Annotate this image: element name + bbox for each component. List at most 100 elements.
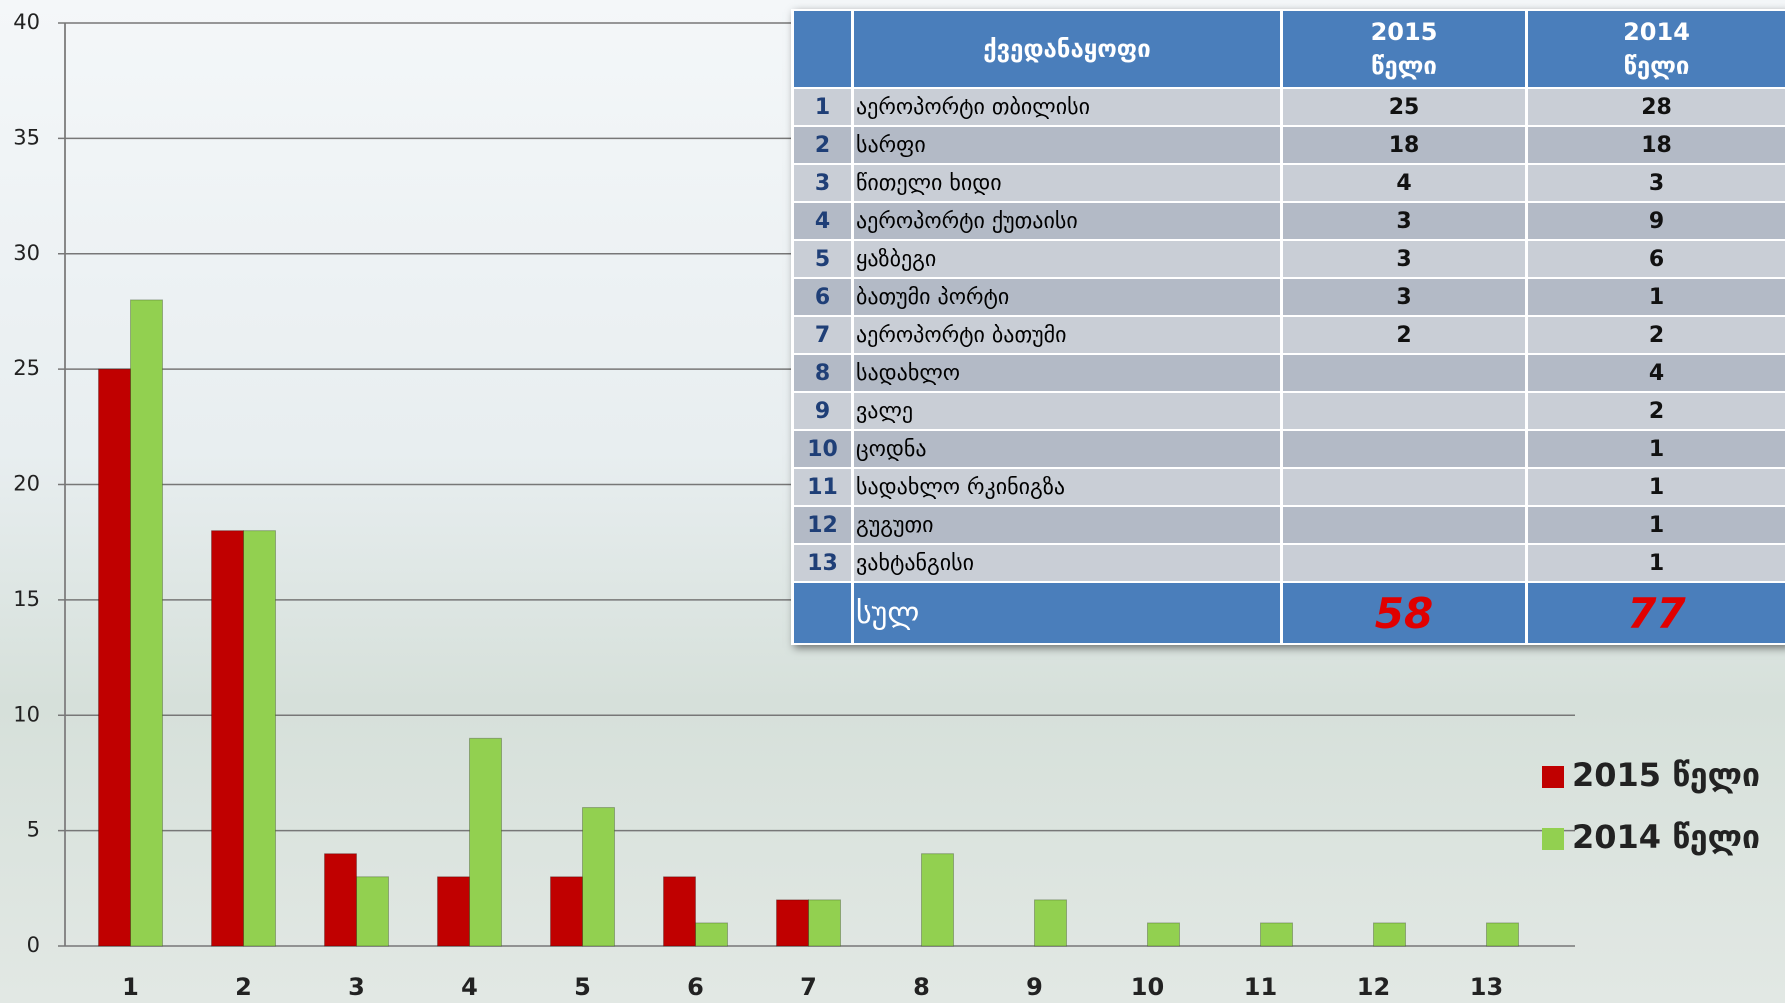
table-cell: 2 xyxy=(1527,316,1785,354)
bar xyxy=(696,923,728,946)
bar xyxy=(551,877,583,946)
table-cell: აეროპორტი თბილისი xyxy=(853,88,1282,126)
table-cell: 1 xyxy=(793,88,853,126)
table-cell: 4 xyxy=(1282,164,1527,202)
x-tick-label: 13 xyxy=(1470,973,1503,1001)
table-cell: ცოდნა xyxy=(853,430,1282,468)
bar xyxy=(664,877,696,946)
table-cell: ყაზბეგი xyxy=(853,240,1282,278)
x-tick-label: 3 xyxy=(348,973,365,1001)
table-cell: 1 xyxy=(1527,506,1785,544)
x-tick-label: 5 xyxy=(574,973,591,1001)
table-cell: 3 xyxy=(1527,164,1785,202)
table-cell: 1 xyxy=(1527,468,1785,506)
table-cell: 3 xyxy=(1282,278,1527,316)
table-cell: 28 xyxy=(1527,88,1785,126)
x-tick-label: 7 xyxy=(800,973,817,1001)
x-tick-label: 6 xyxy=(687,973,704,1001)
header-cell: 2015 წელი xyxy=(1282,10,1527,88)
y-tick-label: 40 xyxy=(13,10,40,34)
table-cell: სარფი xyxy=(853,126,1282,164)
header-row: ქვედანაყოფი 2015 წელი 2014 წელი xyxy=(793,10,1785,88)
table-cell: სადახლო რკინიგზა xyxy=(853,468,1282,506)
bar xyxy=(212,531,244,946)
table-cell: 9 xyxy=(1527,202,1785,240)
table-cell: 18 xyxy=(1527,126,1785,164)
table-cell: ბათუმი პორტი xyxy=(853,278,1282,316)
x-tick-label: 1 xyxy=(122,973,139,1001)
table-cell: 3 xyxy=(1282,240,1527,278)
table-cell: 10 xyxy=(793,430,853,468)
table-cell: 2 xyxy=(1527,392,1785,430)
bar xyxy=(583,808,615,946)
table-cell: 25 xyxy=(1282,88,1527,126)
table-cell: 1 xyxy=(1527,544,1785,582)
bar xyxy=(131,300,163,946)
header-cell: 2014 წელი xyxy=(1527,10,1785,88)
x-tick-label: 12 xyxy=(1357,973,1390,1001)
table-cell: აეროპორტი ქუთაისი xyxy=(853,202,1282,240)
legend-swatch xyxy=(1542,766,1564,788)
table-cell xyxy=(1282,506,1527,544)
bar xyxy=(357,877,389,946)
legend-label: 2015 წელი xyxy=(1572,756,1760,794)
table-cell xyxy=(793,582,853,644)
y-tick-label: 25 xyxy=(13,356,40,380)
table-cell: 7 xyxy=(793,316,853,354)
slide: 0510152025303540123456789101112132015 წე… xyxy=(0,0,1785,1003)
bar xyxy=(325,854,357,946)
table-cell: 9 xyxy=(793,392,853,430)
x-tick-label: 9 xyxy=(1026,973,1043,1001)
bar xyxy=(1148,923,1180,946)
table-cell: 3 xyxy=(1282,202,1527,240)
y-tick-label: 5 xyxy=(27,818,40,842)
bar xyxy=(1035,900,1067,946)
table-cell: 5 xyxy=(793,240,853,278)
table-cell xyxy=(1282,392,1527,430)
legend-label: 2014 წელი xyxy=(1572,818,1760,856)
bar xyxy=(1487,923,1519,946)
bar xyxy=(809,900,841,946)
y-tick-label: 10 xyxy=(13,702,40,726)
table-cell xyxy=(1282,468,1527,506)
table-cell: 3 xyxy=(793,164,853,202)
y-tick-label: 20 xyxy=(13,472,40,496)
table-cell: 11 xyxy=(793,468,853,506)
header-cell: ქვედანაყოფი xyxy=(853,10,1282,88)
bar xyxy=(244,531,276,946)
total-cell: სულ xyxy=(853,582,1282,644)
x-tick-label: 4 xyxy=(461,973,478,1001)
table-cell: წითელი ხიდი xyxy=(853,164,1282,202)
table-cell xyxy=(1282,354,1527,392)
table-cell xyxy=(1282,544,1527,582)
y-tick-label: 15 xyxy=(13,587,40,611)
table-cell: 6 xyxy=(793,278,853,316)
bar xyxy=(777,900,809,946)
table-cell: 13 xyxy=(793,544,853,582)
total-cell: 58 xyxy=(1282,582,1527,644)
table-cell: 2 xyxy=(1282,316,1527,354)
table-cell: ვახტანგისი xyxy=(853,544,1282,582)
x-tick-label: 2 xyxy=(235,973,252,1001)
legend-swatch xyxy=(1542,828,1564,850)
y-tick-label: 30 xyxy=(13,241,40,265)
table-cell: 18 xyxy=(1282,126,1527,164)
table-cell: ვალე xyxy=(853,392,1282,430)
total-cell: 77 xyxy=(1527,582,1785,644)
table-cell xyxy=(1282,430,1527,468)
bar xyxy=(438,877,470,946)
header-cell xyxy=(793,10,853,88)
x-tick-label: 8 xyxy=(913,973,930,1001)
